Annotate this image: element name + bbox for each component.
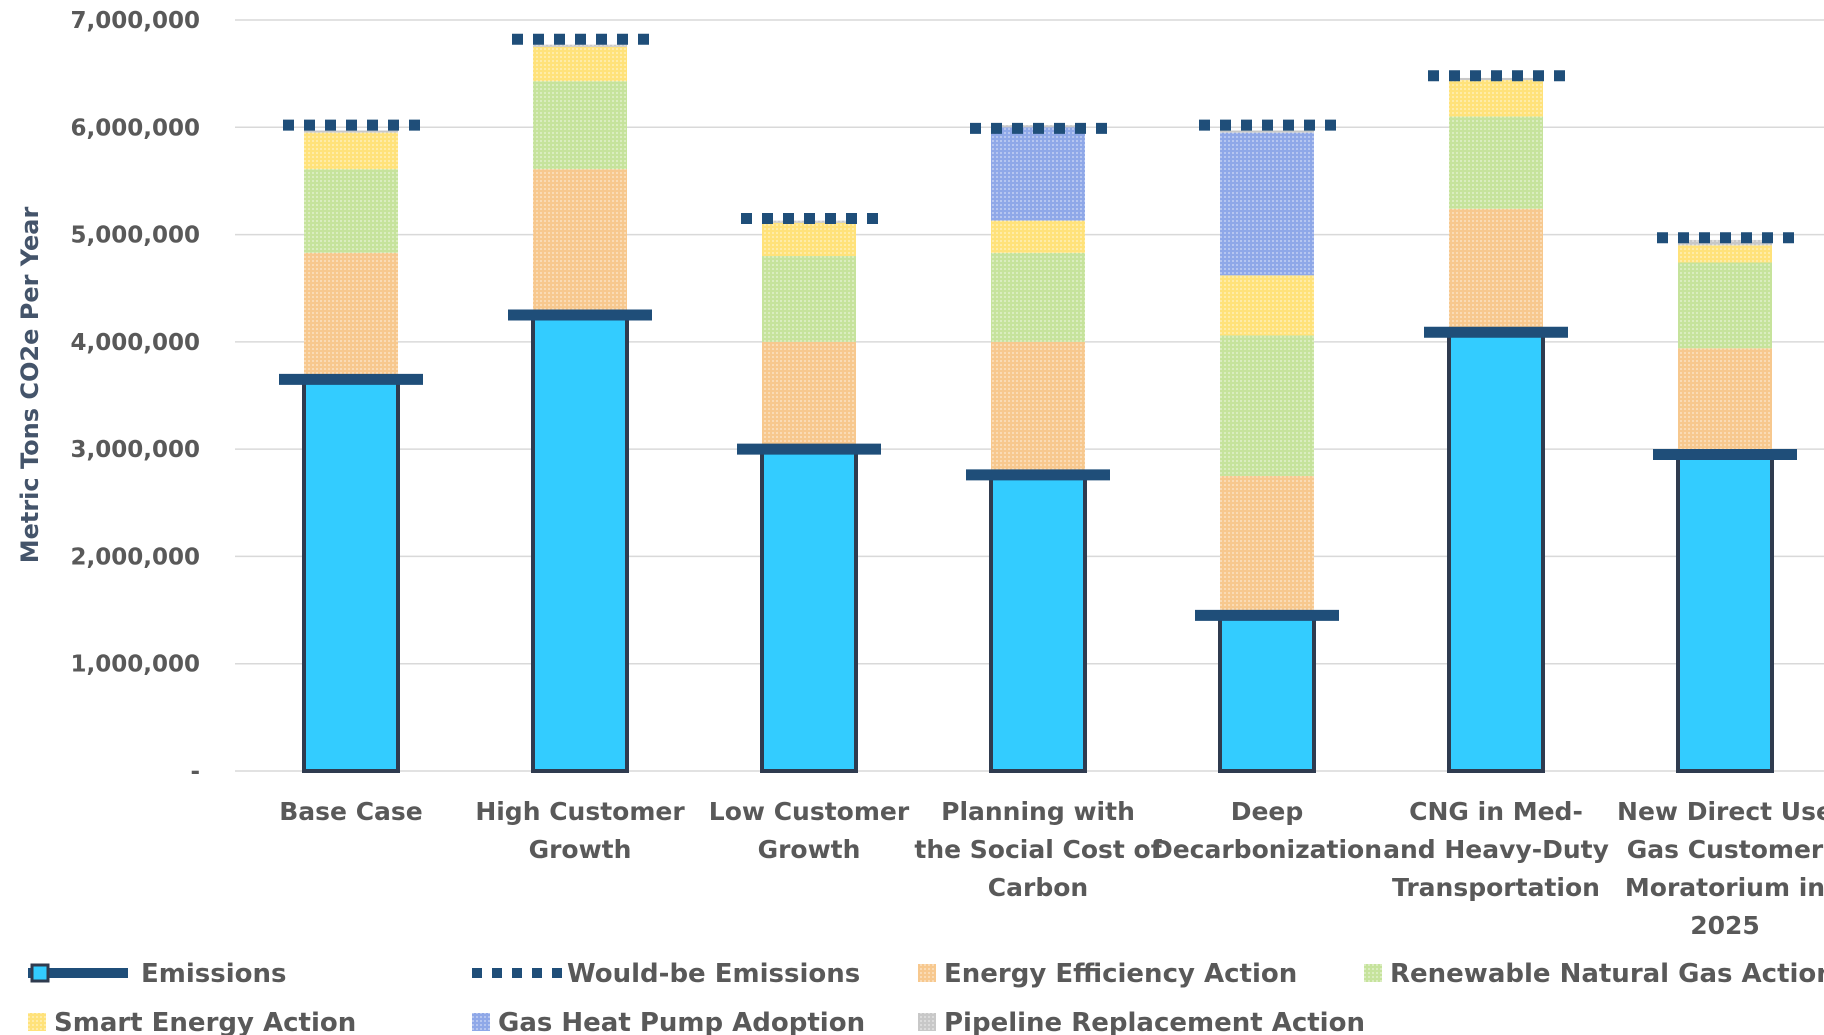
legend-label: Emissions [141, 959, 286, 989]
legend-item: Pipeline Replacement Action [918, 1008, 1365, 1035]
segment-texture [762, 256, 856, 342]
bar-group [737, 212, 881, 773]
x-tick-label: Base Case [279, 797, 423, 826]
segment-texture [304, 132, 398, 170]
segment-texture [304, 252, 398, 380]
emissions-bar [989, 472, 1087, 773]
segment-texture [762, 222, 856, 257]
legend-item: Smart Energy Action [28, 1008, 356, 1035]
legend-label: Gas Heat Pump Adoption [498, 1008, 865, 1035]
legend-swatch-texture [28, 1013, 46, 1031]
segment-texture [991, 252, 1085, 342]
x-tick-label: Low Customer Growth [709, 797, 910, 864]
segment-texture [533, 81, 627, 170]
segment-texture [1220, 130, 1314, 133]
segment-texture [1449, 80, 1543, 117]
segment-texture [1678, 348, 1772, 455]
segment-texture [1220, 335, 1314, 476]
bar-group [1195, 119, 1339, 774]
segment-texture [1220, 275, 1314, 336]
y-tick-label: 5,000,000 [71, 223, 201, 249]
segment-texture [1449, 208, 1543, 333]
y-tick-label: 3,000,000 [71, 437, 201, 463]
legend-item: Renewable Natural Gas Action [1364, 959, 1824, 989]
segment-texture [991, 127, 1085, 221]
bar-group [966, 122, 1110, 773]
segment-texture [1220, 132, 1314, 276]
legend-item: Emissions [28, 959, 286, 989]
segment-texture [991, 341, 1085, 475]
y-tick-label: 6,000,000 [71, 115, 201, 141]
legend-label: Pipeline Replacement Action [944, 1008, 1365, 1035]
legend: Emissions Would-be Emissions Energy Effici… [28, 959, 1824, 1035]
x-tick-label: New Direct Use Gas Customer Moratorium in 2… [1617, 797, 1824, 940]
segment-texture [1678, 262, 1772, 349]
x-tick-label: Planning with the Social Cost of Carbon [914, 797, 1162, 902]
segment-texture [533, 44, 627, 47]
bar-group [1653, 232, 1797, 773]
emissions-bar [531, 313, 629, 773]
segment-texture [762, 341, 856, 450]
legend-swatch-texture [1364, 964, 1382, 982]
legend-swatch-texture [472, 1013, 490, 1031]
legend-swatch-texture [918, 964, 936, 982]
segment-texture [991, 220, 1085, 253]
legend-label: Would-be Emissions [567, 959, 860, 989]
bars [279, 33, 1797, 774]
segment-texture [1678, 245, 1772, 263]
x-tick-label: CNG in Med-and Heavy-Duty Transportation [1383, 797, 1609, 902]
legend-item: Energy Efficiency Action [918, 959, 1297, 989]
emissions-bar [760, 447, 858, 773]
y-tick-label: 2,000,000 [71, 544, 201, 570]
y-axis: - 1,000,000 2,000,000 3,000,000 4,000,000 5,0… [71, 8, 201, 785]
emissions-bar [302, 377, 400, 773]
emissions-bar [1447, 330, 1545, 773]
segment-texture [533, 46, 627, 82]
emissions-bar [1676, 452, 1774, 773]
segment-texture [1449, 116, 1543, 209]
legend-label: Smart Energy Action [54, 1008, 356, 1035]
emissions-bar [1218, 613, 1316, 774]
bar-group [508, 33, 652, 773]
y-axis-label: Metric Tons CO2e Per Year [16, 207, 44, 564]
x-tick-label: High Customer Growth [475, 797, 685, 864]
legend-swatch-texture [918, 1013, 936, 1031]
x-tick-label: Deep Decarbonization [1152, 797, 1382, 864]
segment-texture [304, 169, 398, 253]
segment-texture [533, 169, 627, 316]
legend-item: Gas Heat Pump Adoption [472, 1008, 865, 1035]
legend-item: Would-be Emissions [472, 959, 860, 989]
bar-group [279, 119, 423, 773]
legend-label: Energy Efficiency Action [944, 959, 1297, 989]
segment-texture [304, 130, 398, 133]
y-tick-label: 1,000,000 [71, 652, 201, 678]
bar-group [1424, 70, 1568, 773]
legend-emissions-swatch [30, 963, 50, 983]
y-tick-label: - [190, 759, 200, 785]
y-tick-label: 7,000,000 [71, 8, 201, 34]
x-axis: Base Case High Customer Growth Low Customer… [279, 797, 1824, 940]
segment-texture [1220, 475, 1314, 616]
y-tick-label: 4,000,000 [71, 330, 201, 356]
legend-label: Renewable Natural Gas Action [1390, 959, 1824, 989]
